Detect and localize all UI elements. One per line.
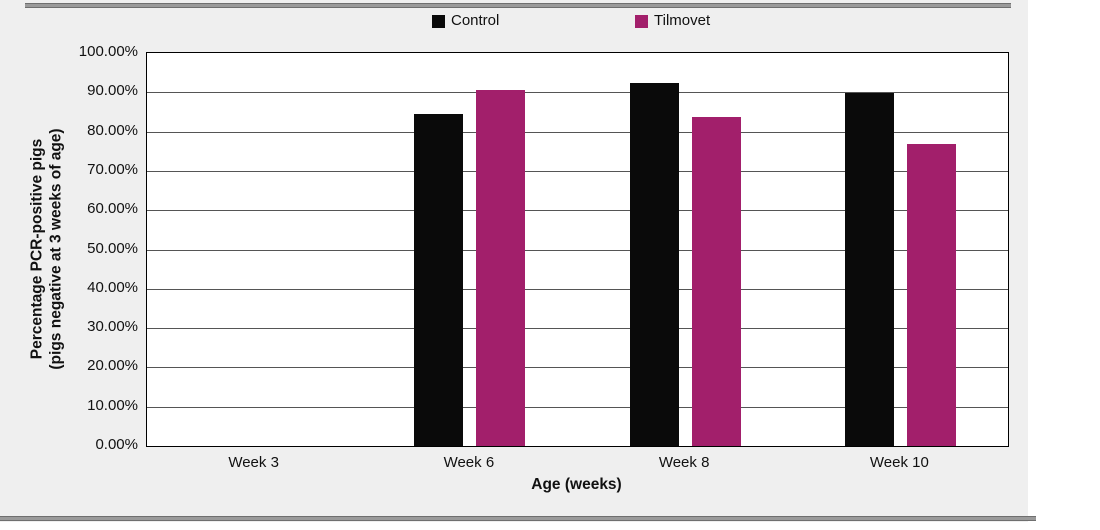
- x-category-label-week-3: Week 3: [228, 454, 279, 471]
- gridline: [147, 131, 1008, 133]
- y-tick-label: 20.00%: [87, 357, 138, 375]
- bar-tilmovet-week-10: [906, 143, 956, 446]
- y-tick-label: 60.00%: [87, 200, 138, 218]
- bar-control-week-6: [414, 113, 464, 446]
- bottom-divider-rule: [0, 516, 1036, 521]
- y-tick-label: 0.00%: [95, 436, 138, 453]
- chart-panel: Control Tilmovet 0.00% 10.00% 20.00% 30.00% 4…: [0, 0, 1036, 522]
- x-axis-title: Age (weeks): [531, 476, 622, 493]
- y-tick-label: 70.00%: [87, 160, 138, 178]
- y-tick-label: 50.00%: [87, 239, 138, 257]
- y-tick-label: 100.00%: [78, 43, 138, 60]
- gridline: [147, 288, 1008, 290]
- bar-tilmovet-week-6: [476, 89, 526, 446]
- y-axis-title: Percentage PCR-positive pigs (pigs negat…: [16, 52, 78, 445]
- y-tick-label: 90.00%: [87, 82, 138, 100]
- gridline: [147, 92, 1008, 94]
- gridline: [147, 210, 1008, 212]
- x-category-label-week-8: Week 8: [658, 454, 710, 471]
- bar-control-week-10: [844, 93, 894, 446]
- legend-label: Control: [451, 12, 500, 29]
- legend-item-control: Control: [432, 10, 499, 32]
- plot-area: [146, 52, 1009, 447]
- gridline: [147, 367, 1008, 369]
- gridline: [147, 328, 1008, 330]
- bar-tilmovet-week-8: [691, 117, 741, 446]
- top-divider-rule: [25, 3, 1011, 8]
- y-tick-label: 40.00%: [87, 278, 138, 296]
- y-tick-label: 80.00%: [87, 121, 138, 139]
- legend-swatch-tilmovet-icon: [635, 14, 648, 28]
- y-tick-label: 30.00%: [87, 318, 138, 336]
- y-axis-title-line2: (pigs negative at 3 weeks of age): [48, 127, 66, 370]
- legend-label: Tilmovet: [654, 12, 711, 29]
- x-category-label-week-10: Week 10: [869, 454, 929, 471]
- legend-swatch-control-icon: [432, 14, 445, 28]
- y-axis-title-line1: Percentage PCR-positive pigs: [29, 138, 47, 359]
- gridline: [147, 170, 1008, 172]
- bar-control-week-8: [629, 83, 679, 446]
- legend-item-tilmovet: Tilmovet: [635, 10, 710, 32]
- gridline: [147, 406, 1008, 408]
- legend: Control Tilmovet: [0, 10, 1028, 32]
- gridline: [147, 249, 1008, 251]
- y-tick-label: 10.00%: [87, 396, 138, 414]
- x-category-label-week-6: Week 6: [443, 454, 495, 471]
